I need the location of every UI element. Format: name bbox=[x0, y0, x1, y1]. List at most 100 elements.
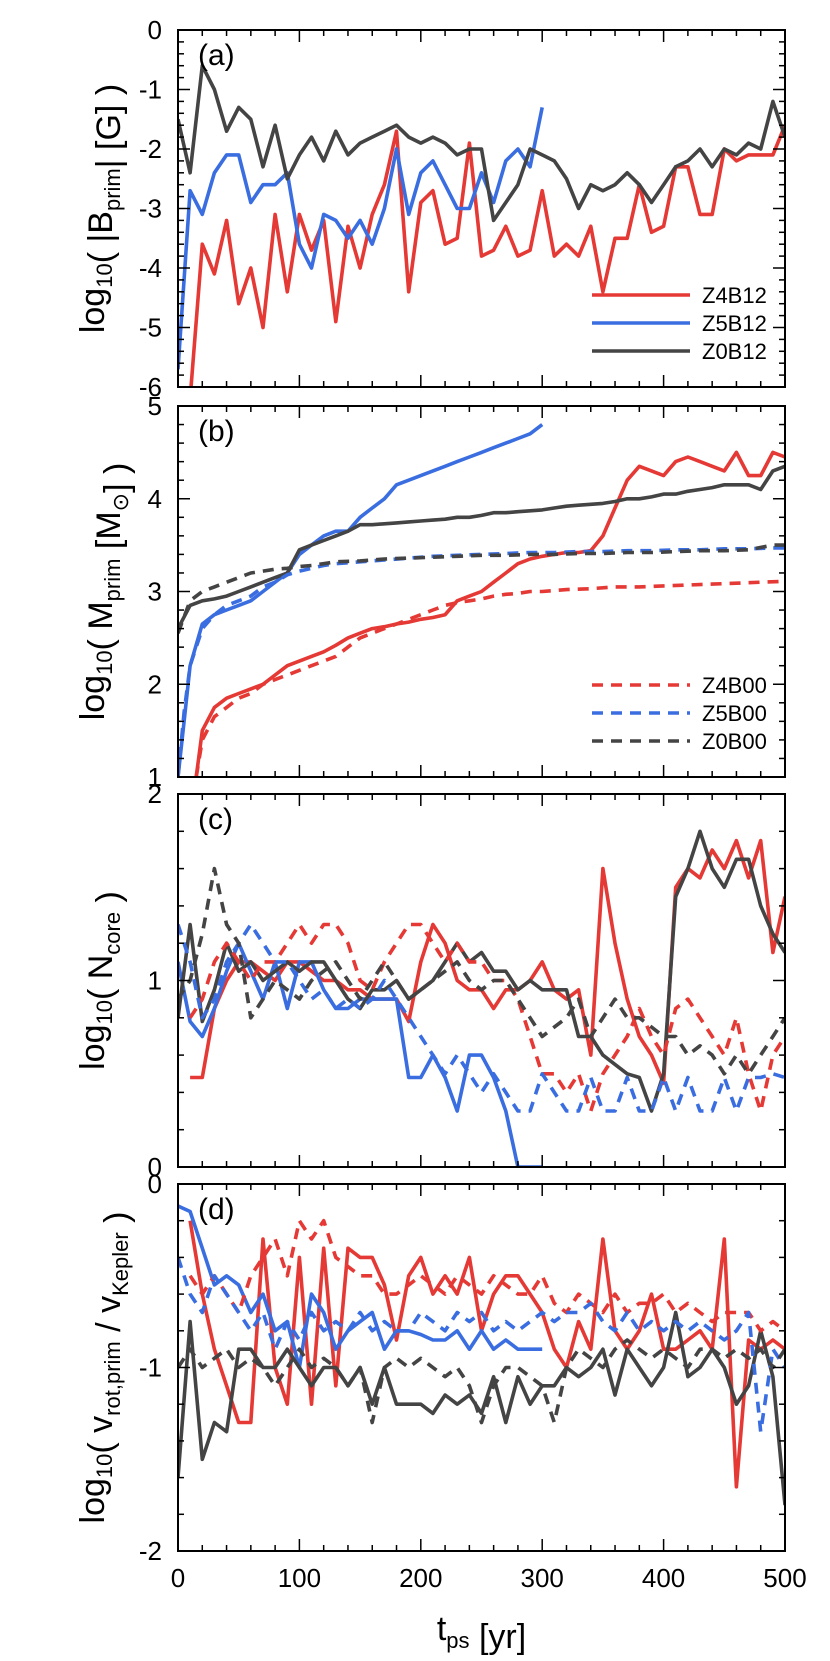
panel-label: (a) bbox=[198, 39, 235, 72]
ylabel-text: ( v bbox=[82, 1416, 120, 1454]
ylabel-sub: rot,prim bbox=[100, 1341, 125, 1416]
ylabel-text: | [G] ) bbox=[90, 84, 128, 168]
series-group bbox=[178, 63, 785, 387]
y-tick-label: 0 bbox=[148, 1169, 162, 1199]
y-tick-label: -6 bbox=[139, 372, 162, 402]
y-tick-label: -3 bbox=[139, 194, 162, 224]
series-z0b12-solid bbox=[178, 1310, 785, 1506]
xlabel-sub: ps bbox=[446, 1628, 469, 1653]
y-axis-label: log10( Ncore ) bbox=[74, 891, 128, 1070]
y-tick-label: 0 bbox=[148, 15, 162, 45]
ylabel-text: ) bbox=[98, 1212, 136, 1233]
ylabel-sub: 10 bbox=[92, 1454, 117, 1478]
ylabel-text: ( |B bbox=[82, 211, 120, 263]
y-tick-label: 1 bbox=[148, 966, 162, 996]
x-tick-label: 200 bbox=[399, 1563, 442, 1593]
ylabel-sub: Kepler bbox=[108, 1232, 133, 1296]
y-tick-label: 2 bbox=[148, 779, 162, 809]
panel-label: (c) bbox=[198, 803, 233, 836]
series-z0b12-solid bbox=[178, 829, 785, 1113]
series-group bbox=[178, 423, 785, 777]
y-tick-label: 0 bbox=[148, 1152, 162, 1182]
x-tick-label: 400 bbox=[642, 1563, 685, 1593]
series-z0b00-dashed bbox=[178, 1338, 785, 1425]
series-z0b00-dashed bbox=[178, 866, 785, 1076]
panel-label: (b) bbox=[198, 415, 235, 448]
y-axis-label: log10( |Bprim| [G] ) bbox=[74, 84, 128, 333]
series-z4b12-solid bbox=[194, 450, 785, 777]
y-tick-label: 2 bbox=[148, 669, 162, 699]
series-z4b12-solid bbox=[188, 1220, 785, 1489]
series-z4b00-dashed bbox=[188, 1218, 785, 1333]
series-z5b12-solid bbox=[178, 107, 544, 370]
y-tick-label: 5 bbox=[148, 391, 162, 421]
ylabel-sub: prim bbox=[100, 168, 125, 211]
legend-label-z5b00: Z5B00 bbox=[702, 701, 767, 726]
series-z0b12-solid bbox=[178, 63, 785, 223]
series-z0b00-dashed bbox=[178, 543, 785, 634]
ylabel-sub: 10 bbox=[92, 650, 117, 674]
ylabel-text: log bbox=[74, 1025, 112, 1070]
y-tick-label: 4 bbox=[148, 484, 162, 514]
panel-a: 0 -1 -2 -3 -4 -5 -6 (a) log10( |Bprim| [G] ) Z4B1… bbox=[74, 15, 786, 402]
legend-label-z0b00: Z0B00 bbox=[702, 729, 767, 754]
series-z5b00-dashed bbox=[178, 546, 785, 777]
y-tick-label: -1 bbox=[139, 75, 162, 105]
legend-label-z4b12: Z4B12 bbox=[702, 283, 767, 308]
y-tick-label: -5 bbox=[139, 313, 162, 343]
legend-label-z5b12: Z5B12 bbox=[702, 311, 767, 336]
series-z4b00-dashed bbox=[194, 579, 785, 777]
svg-text:log10( vrot,prim / vKepler ): log10( vrot,prim / vKepler ) bbox=[74, 1212, 136, 1524]
series-z5b12-solid bbox=[178, 423, 544, 777]
ylabel-text: log bbox=[74, 675, 112, 720]
panel-d: 0 -1 -2 0 100 200 300 400 500 (d) log10( vrot,prim… bbox=[74, 1169, 807, 1656]
series-group bbox=[178, 1204, 785, 1506]
svg-text:log10( |Bprim| [G] ): log10( |Bprim| [G] ) bbox=[74, 84, 128, 333]
x-tick-label: 300 bbox=[521, 1563, 564, 1593]
ylabel-sub: ⊙ bbox=[108, 493, 133, 511]
y-axis-label: log10( Mprim [M⊙] ) bbox=[74, 463, 136, 721]
y-tick-label: -1 bbox=[139, 1353, 162, 1383]
y-tick-label: 1 bbox=[148, 762, 162, 792]
legend-label-z4b00: Z4B00 bbox=[702, 673, 767, 698]
series-z5b12-solid bbox=[178, 1204, 543, 1370]
panel-c: 210(c)log10( Ncore ) bbox=[74, 779, 786, 1182]
series-z4b00-dashed bbox=[188, 922, 785, 1113]
x-axis-label: tps [yr] bbox=[437, 1610, 526, 1656]
ylabel-text: log bbox=[74, 1478, 112, 1523]
ylabel-sub: core bbox=[100, 912, 125, 955]
y-tick-label: -2 bbox=[139, 1536, 162, 1566]
ylabel-sub: 10 bbox=[92, 263, 117, 287]
svg-text:log10( Ncore ): log10( Ncore ) bbox=[74, 891, 128, 1070]
svg-text:log10( Mprim [M⊙] ): log10( Mprim [M⊙] ) bbox=[74, 463, 136, 721]
ylabel-text: / v bbox=[90, 1296, 128, 1341]
series-group bbox=[178, 829, 785, 1167]
x-tick-label: 0 bbox=[171, 1563, 185, 1593]
series-z0b12-solid bbox=[178, 464, 785, 630]
series-z5b00-dashed bbox=[178, 1256, 785, 1434]
ylabel-text: ) bbox=[90, 891, 128, 912]
ylabel-sub: 10 bbox=[92, 1000, 117, 1024]
x-tick-label: 100 bbox=[278, 1563, 321, 1593]
legend: Z4B12 Z5B12 Z0B12 bbox=[592, 283, 767, 364]
ylabel-text: ( N bbox=[82, 955, 120, 1000]
ylabel-text: [M bbox=[90, 511, 128, 558]
plot-frame bbox=[177, 29, 786, 388]
series-z5b00-dashed bbox=[178, 922, 785, 1113]
legend: Z4B00 Z5B00 Z0B00 bbox=[592, 673, 767, 754]
ylabel-text: log bbox=[74, 288, 112, 333]
series-z5b12-solid bbox=[178, 941, 543, 1167]
y-tick-label: -4 bbox=[139, 253, 162, 283]
x-tick-label: 500 bbox=[763, 1563, 806, 1593]
xlabel-text: [yr] bbox=[470, 1618, 527, 1656]
panel-b: 5 4 3 2 1 (b) log10( Mprim [M⊙] ) Z4B00 Z5B00 Z0B… bbox=[74, 391, 786, 792]
panel-label: (d) bbox=[198, 1193, 235, 1226]
legend-label-z0b12: Z0B12 bbox=[702, 339, 767, 364]
series-z4b12-solid bbox=[189, 124, 785, 387]
ylabel-sub: prim bbox=[100, 559, 125, 602]
ylabel-text: ( M bbox=[82, 601, 120, 650]
y-axis-label: log10( vrot,prim / vKepler ) bbox=[74, 1212, 136, 1524]
ylabel-text: ] ) bbox=[98, 463, 136, 493]
xlabel-text: t bbox=[437, 1610, 447, 1648]
